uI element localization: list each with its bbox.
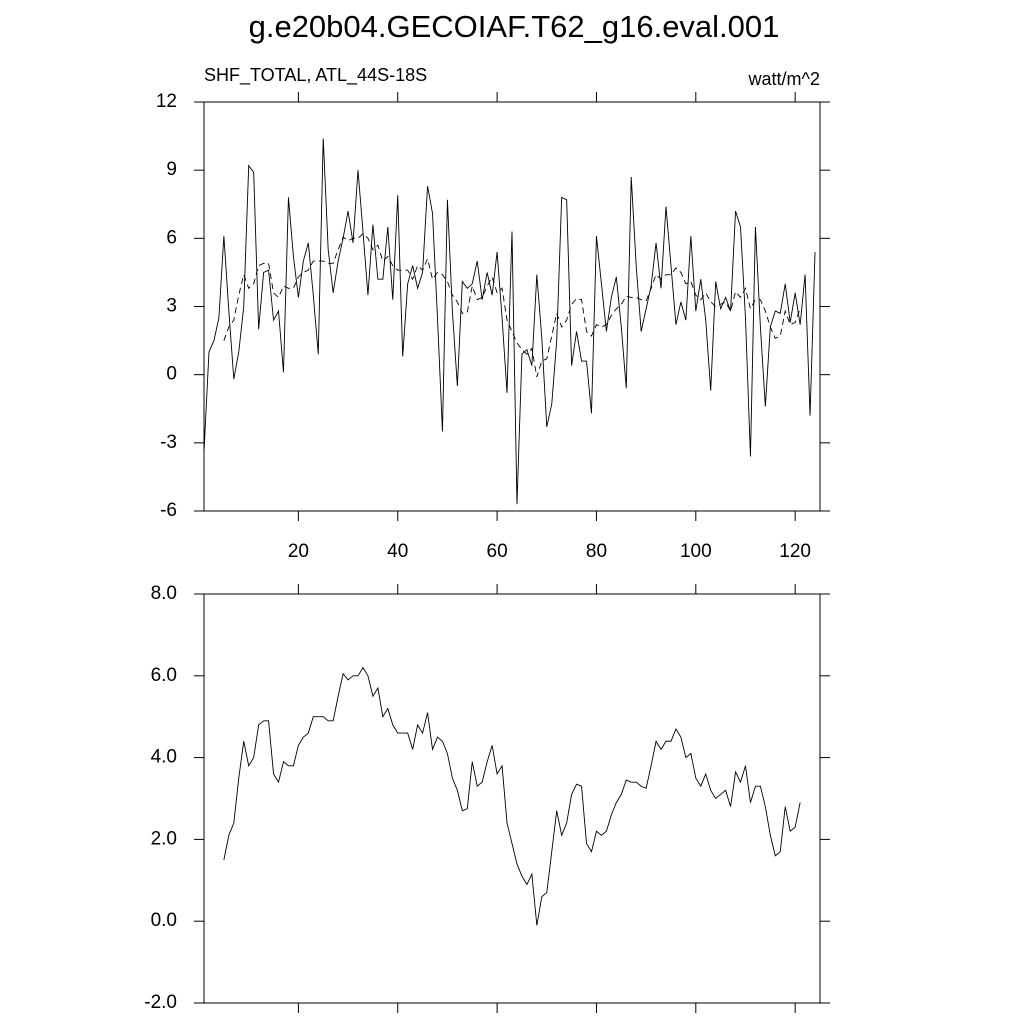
y-tick-label: 6.0 <box>151 665 177 686</box>
y-tick-label: 0 <box>166 364 177 385</box>
y-tick-label: 3 <box>166 296 177 317</box>
x-tick-label: 120 <box>779 541 811 562</box>
right-label: watt/m^2 <box>748 69 820 89</box>
y-tick-label: -3 <box>160 432 177 453</box>
y-tick-label: 4.0 <box>151 747 177 768</box>
x-tick-label: 60 <box>487 541 508 562</box>
x-tick-label: 100 <box>680 541 712 562</box>
y-tick-label: 12 <box>156 91 177 112</box>
y-tick-label: 8.0 <box>151 583 177 604</box>
page-title: g.e20b04.GECOIAF.T62_g16.eval.001 <box>249 9 780 44</box>
y-tick-label: -6 <box>160 500 177 521</box>
x-tick-label: 80 <box>586 541 607 562</box>
plot-frame <box>203 593 821 1004</box>
y-tick-label: 0.0 <box>151 910 177 931</box>
y-tick-label: 2.0 <box>151 828 177 849</box>
y-tick-label: 6 <box>166 227 177 248</box>
y-tick-label: 9 <box>166 159 177 180</box>
x-tick-label: 20 <box>288 541 309 562</box>
left-label: SHF_TOTAL, ATL_44S-18S <box>204 65 427 86</box>
dashed-line <box>223 233 801 378</box>
y-tick-label: -2.0 <box>144 992 177 1013</box>
x-tick-label: 40 <box>387 541 408 562</box>
data-line <box>223 666 801 926</box>
data-line <box>203 138 816 505</box>
